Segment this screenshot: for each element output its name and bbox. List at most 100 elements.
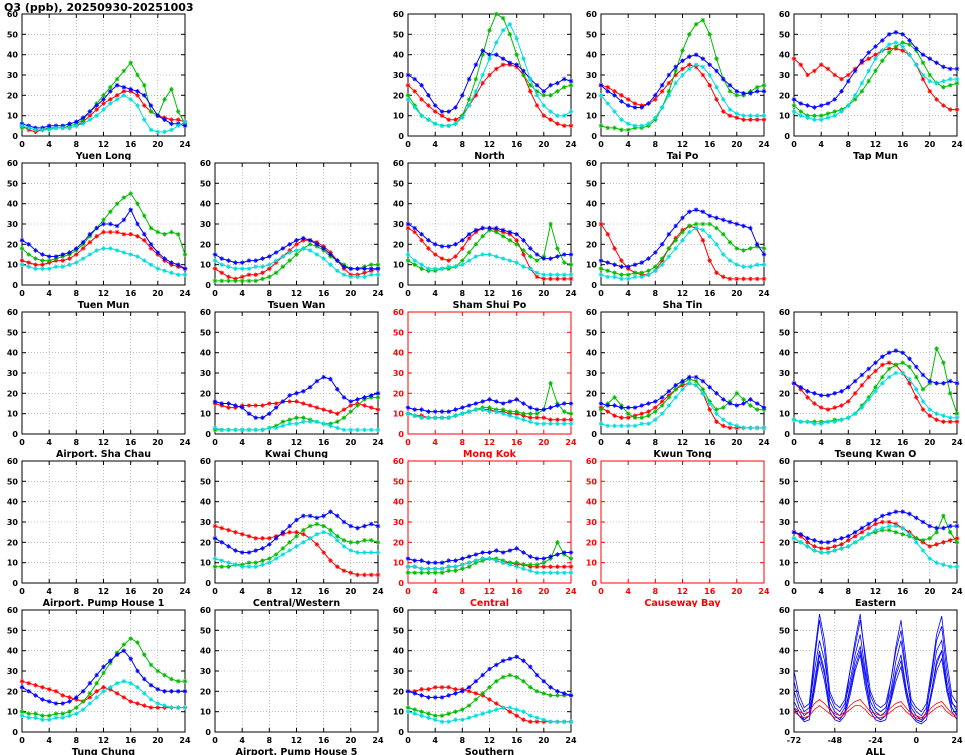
y-tick-label: 50 <box>200 328 212 337</box>
series-markers-20251002 <box>598 374 767 410</box>
y-tick-label: 30 <box>586 369 598 378</box>
y-tick-label: 0 <box>591 132 597 141</box>
x-tick-label: 20 <box>924 140 936 149</box>
x-tick-label: 16 <box>511 736 523 745</box>
y-tick-label: 40 <box>586 349 598 358</box>
chart-kwai-chung: 0 4 8 12 16 20 24 0 10 20 30 40 50 60 Kwai Chung <box>193 306 386 460</box>
x-tick-label: 24 <box>372 736 384 745</box>
chart-plot: 0 4 8 12 16 20 24 0 10 20 30 40 50 60 Kwun Tong <box>586 308 770 460</box>
x-tick-label: 12 <box>291 736 302 745</box>
y-tick-label: 40 <box>7 498 19 507</box>
x-tick-label: 0 <box>598 140 604 149</box>
y-tick-label: 40 <box>779 647 791 656</box>
y-tick-label: 50 <box>7 30 19 39</box>
y-tick-label: 60 <box>7 457 19 466</box>
y-tick-label: 0 <box>398 579 404 588</box>
chart-plot: 0 4 8 12 16 20 24 0 10 20 30 40 50 60 Causeway Bay <box>586 457 770 609</box>
x-tick-label: 4 <box>46 587 52 596</box>
y-tick-label: 20 <box>7 240 19 249</box>
y-tick-label: 20 <box>200 687 212 696</box>
chart-plot: 0 4 8 12 16 20 24 0 10 20 30 40 50 60 Central <box>393 457 577 609</box>
y-tick-label: 40 <box>200 349 212 358</box>
x-tick-label: 20 <box>538 438 550 447</box>
y-tick-label: 50 <box>586 30 598 39</box>
chart-causeway-bay: 0 4 8 12 16 20 24 0 10 20 30 40 50 60 Causeway Bay <box>579 455 772 609</box>
chart-title: Eastern <box>855 598 896 607</box>
x-tick-label: 16 <box>511 289 523 298</box>
chart-yuen-long: 0 4 8 12 16 20 24 0 10 20 30 40 50 60 Yuen Long <box>0 8 193 162</box>
x-tick-label: 0 <box>19 587 25 596</box>
y-tick-label: 30 <box>7 369 19 378</box>
y-tick-label: 10 <box>7 410 19 419</box>
y-tick-label: 30 <box>393 667 405 676</box>
x-tick-label: 8 <box>846 140 852 149</box>
series-markers-20251001 <box>19 191 188 263</box>
y-tick-label: 0 <box>12 281 18 290</box>
y-tick-label: 60 <box>7 10 19 19</box>
chart-kwun-tong: 0 4 8 12 16 20 24 0 10 20 30 40 50 60 Kwun Tong <box>579 306 772 460</box>
chart-title: Kwun Tong <box>653 449 711 458</box>
x-tick-label: 20 <box>731 289 743 298</box>
chart-title: Tung Chung <box>72 747 135 755</box>
y-tick-label: 30 <box>7 518 19 527</box>
y-tick-label: 10 <box>586 112 598 121</box>
x-tick-label: 0 <box>405 140 411 149</box>
y-tick-label: 50 <box>7 179 19 188</box>
chart-central-western: 0 4 8 12 16 20 24 0 10 20 30 40 50 60 Central/Western <box>193 455 386 609</box>
x-tick-label: 20 <box>731 140 743 149</box>
x-tick-label: 8 <box>74 736 80 745</box>
series-markers-20251003 <box>791 523 960 569</box>
series-markers-20250930 <box>791 46 960 112</box>
chart-plot: 0 4 8 12 16 20 24 0 10 20 30 40 50 60 Tap Mun <box>779 10 963 162</box>
y-tick-label: 10 <box>586 410 598 419</box>
y-tick-label: 60 <box>393 606 405 615</box>
x-tick-label: 24 <box>372 587 384 596</box>
x-tick-label: -24 <box>868 736 883 745</box>
series-markers-20251003 <box>791 370 960 427</box>
y-tick-label: 0 <box>591 281 597 290</box>
chart-tseung-kwan-o: 0 4 8 12 16 20 24 0 10 20 30 40 50 60 Tseung Kwan O <box>772 306 965 460</box>
x-tick-label: 20 <box>345 587 357 596</box>
chart-tap-mun: 0 4 8 12 16 20 24 0 10 20 30 40 50 60 Tap Mun <box>772 8 965 162</box>
x-tick-label: 16 <box>318 587 330 596</box>
y-tick-label: 40 <box>7 200 19 209</box>
y-tick-label: 50 <box>779 626 791 635</box>
chart-sha-tin: 0 4 8 12 16 20 24 0 10 20 30 40 50 60 Sha Tin <box>579 157 772 311</box>
y-tick-label: 30 <box>200 220 212 229</box>
y-tick-label: 20 <box>200 538 212 547</box>
x-tick-label: 12 <box>98 736 109 745</box>
x-tick-label: 20 <box>152 140 164 149</box>
x-tick-label: 4 <box>239 736 245 745</box>
y-tick-label: 60 <box>200 159 212 168</box>
y-tick-label: 30 <box>779 369 791 378</box>
chart-title: Airport. Sha Chau <box>56 449 151 458</box>
y-tick-label: 30 <box>586 518 598 527</box>
y-tick-label: 60 <box>200 606 212 615</box>
y-tick-label: 50 <box>779 477 791 486</box>
x-tick-label: 16 <box>511 587 523 596</box>
y-tick-label: 0 <box>398 281 404 290</box>
x-tick-label: 12 <box>98 587 109 596</box>
x-tick-label: 0 <box>212 289 218 298</box>
x-tick-label: 12 <box>677 289 688 298</box>
y-tick-label: 50 <box>7 626 19 635</box>
y-tick-label: 10 <box>7 708 19 717</box>
y-tick-label: 10 <box>200 410 212 419</box>
series-markers-20251002 <box>405 654 574 700</box>
chart-sham-shui-po: 0 4 8 12 16 20 24 0 10 20 30 40 50 60 Sham Shui Po <box>386 157 579 311</box>
y-tick-label: 40 <box>7 51 19 60</box>
x-tick-label: 24 <box>179 587 191 596</box>
chart-title: Airport. Pump House 1 <box>43 598 165 607</box>
y-tick-label: 0 <box>205 579 211 588</box>
y-tick-label: 60 <box>779 606 791 615</box>
x-tick-label: 12 <box>291 438 302 447</box>
x-tick-label: -72 <box>787 736 801 745</box>
chart-airport-pump-house-1: 0 4 8 12 16 20 24 0 10 20 30 40 50 60 Airport. Pump Ho… <box>0 455 193 609</box>
series-markers-20251003 <box>598 380 767 431</box>
y-tick-label: 60 <box>7 606 19 615</box>
y-tick-label: 0 <box>591 430 597 439</box>
y-tick-label: 50 <box>586 477 598 486</box>
chart-southern: 0 4 8 12 16 20 24 0 10 20 30 40 50 60 Southern <box>386 604 579 755</box>
y-tick-label: 40 <box>7 349 19 358</box>
